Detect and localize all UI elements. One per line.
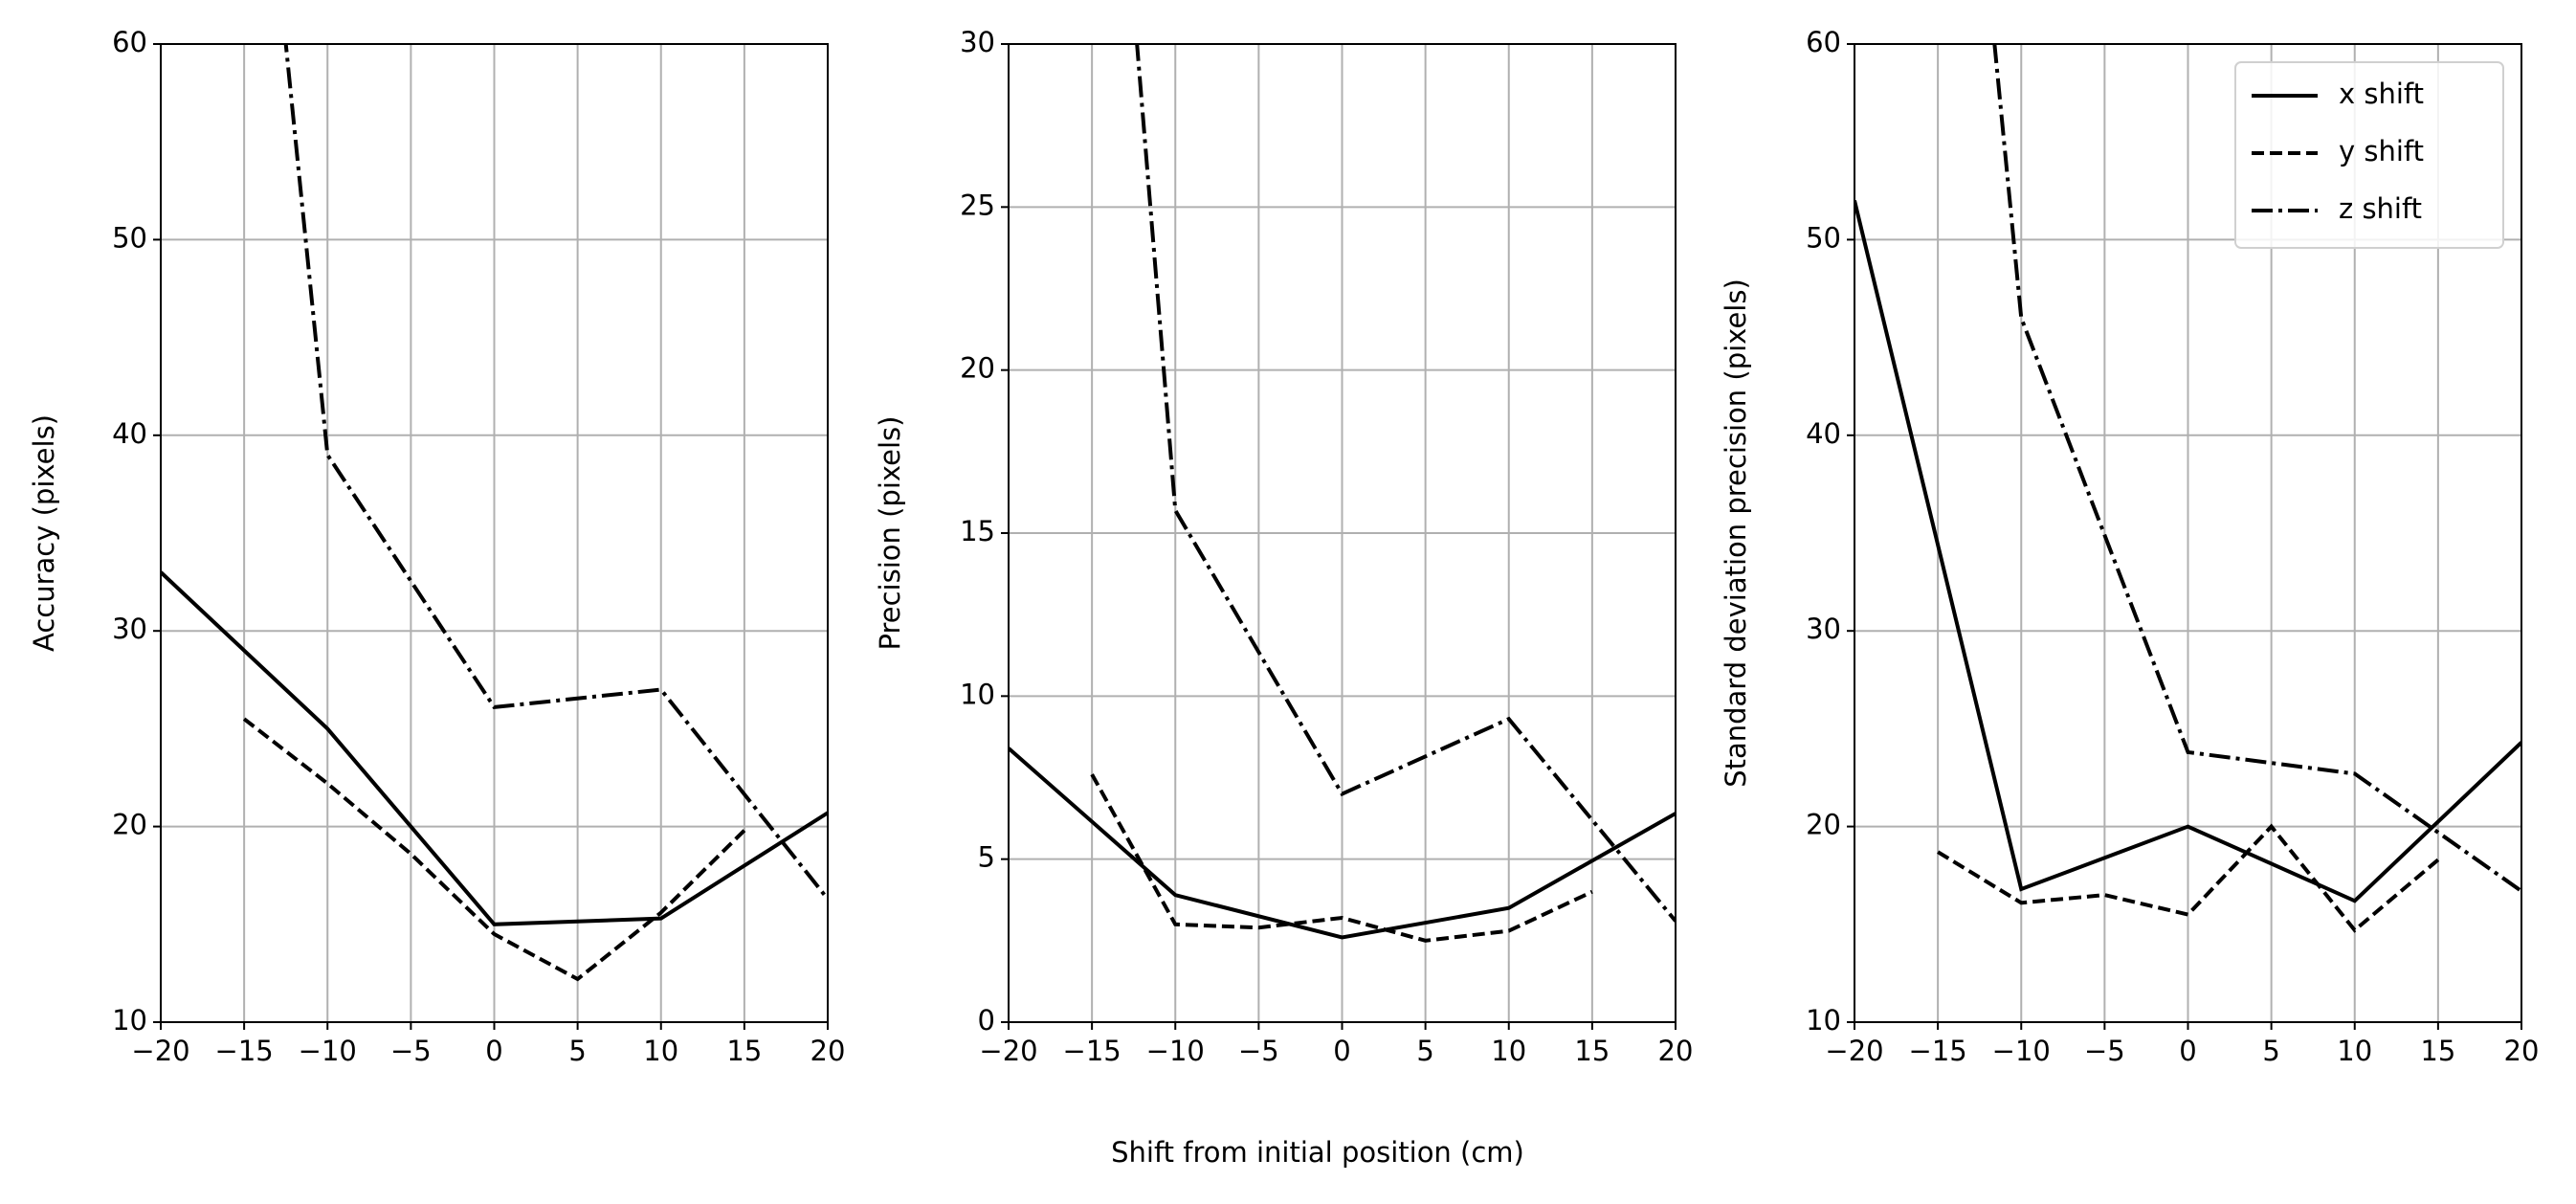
y-tick-label: 10	[112, 1004, 147, 1037]
x-tick-label: 10	[1491, 1035, 1526, 1067]
x-tick-label: −20	[1825, 1035, 1883, 1067]
data-line	[1854, 200, 2521, 903]
legend-label: y shift	[2339, 135, 2424, 167]
y-tick-label: 20	[112, 809, 147, 841]
y-tick-label: 40	[1806, 417, 1841, 450]
x-tick-label: 15	[726, 1035, 762, 1067]
axes-frame	[160, 43, 829, 1023]
y-axis-label: Precision (pixels)	[874, 416, 906, 651]
legend-label: x shift	[2339, 78, 2424, 110]
y-tick-label: 60	[1806, 26, 1841, 58]
x-tick-label: 0	[2179, 1035, 2196, 1067]
x-tick-label: 5	[568, 1035, 586, 1067]
legend: x shift y shift z shift	[2234, 61, 2504, 249]
y-tick-label: 0	[978, 1004, 995, 1037]
x-tick-label: 15	[1574, 1035, 1610, 1067]
x-tick-label: −10	[1992, 1035, 2051, 1067]
y-tick-label: 40	[112, 417, 147, 450]
y-tick-label: 10	[960, 678, 995, 710]
y-tick-label: 60	[112, 26, 147, 58]
x-tick-label: 10	[2337, 1035, 2372, 1067]
axes-frame	[1854, 43, 2522, 1023]
x-axis-label: Shift from initial position (cm)	[1111, 1136, 1524, 1169]
x-tick-label: 20	[2504, 1035, 2540, 1067]
y-tick-label: 15	[960, 515, 995, 547]
x-tick-label: 20	[811, 1035, 846, 1067]
legend-box	[2234, 61, 2504, 249]
series-group	[1009, 44, 1676, 943]
x-tick-label: −20	[131, 1035, 189, 1067]
panel: −20 −15 −10 −5 0 5 10 15 20 0 5 10 15 20 25 30 Precision…	[874, 26, 1694, 1067]
x-tick-label: −15	[1909, 1035, 1967, 1067]
legend-label: z shift	[2339, 192, 2422, 225]
y-tick-label: 20	[960, 352, 995, 385]
y-tick-label: 10	[1806, 1004, 1841, 1037]
x-tick-label: −10	[299, 1035, 357, 1067]
x-tick-label: −5	[2084, 1035, 2125, 1067]
y-tick-label: 30	[112, 613, 147, 645]
x-tick-label: −5	[390, 1035, 432, 1067]
x-tick-label: −15	[1063, 1035, 1121, 1067]
y-axis-label: Accuracy (pixels)	[28, 414, 60, 652]
data-line	[1937, 823, 2440, 933]
x-tick-label: −20	[979, 1035, 1037, 1067]
data-line	[242, 717, 746, 982]
data-line	[161, 570, 828, 926]
y-tick-label: 30	[960, 26, 995, 58]
y-tick-label: 30	[1806, 613, 1841, 645]
x-tick-label: 5	[2262, 1035, 2279, 1067]
y-tick-label: 5	[978, 841, 995, 874]
data-line	[1090, 773, 1593, 943]
x-tick-label: 0	[485, 1035, 502, 1067]
y-axis-label: Standard deviation precision (pixels)	[1720, 279, 1752, 788]
x-tick-label: 20	[1658, 1035, 1694, 1067]
panel: −20 −15 −10 −5 0 5 10 15 20 10 20 30 40 50 60 Standard …	[1720, 26, 2540, 1067]
axes-frame	[1008, 43, 1677, 1023]
data-line	[1992, 44, 2521, 893]
y-tick-label: 50	[1806, 221, 1841, 254]
panel: −20 −15 −10 −5 0 5 10 15 20 10 20 30 40 50 60 Accuracy …	[28, 26, 846, 1067]
data-line	[1135, 44, 1676, 923]
x-tick-label: −15	[215, 1035, 274, 1067]
x-tick-label: 15	[2420, 1035, 2455, 1067]
series-group	[1854, 44, 2521, 933]
x-tick-label: −10	[1146, 1035, 1205, 1067]
x-tick-label: 5	[1416, 1035, 1433, 1067]
y-tick-label: 20	[1806, 809, 1841, 841]
series-group	[161, 44, 828, 982]
data-line	[283, 44, 828, 901]
data-line	[1009, 747, 1676, 940]
y-tick-label: 25	[960, 189, 995, 221]
x-tick-label: 10	[643, 1035, 678, 1067]
y-tick-label: 50	[112, 221, 147, 254]
x-tick-label: 0	[1333, 1035, 1350, 1067]
x-tick-label: −5	[1238, 1035, 1279, 1067]
